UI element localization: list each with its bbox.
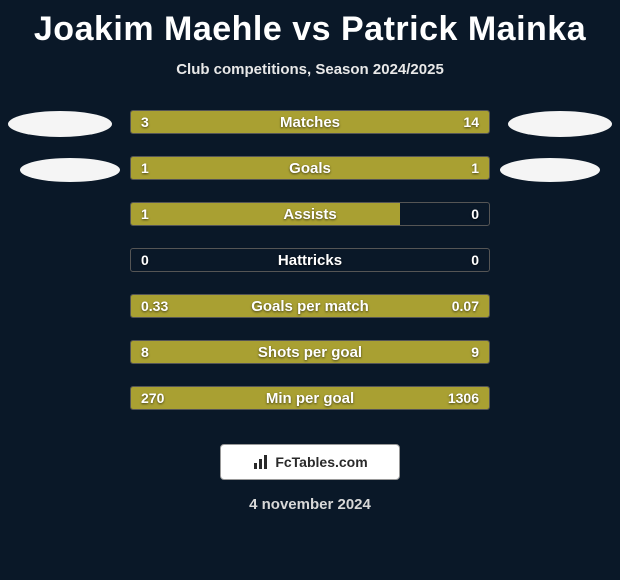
bar-right [310,157,489,179]
date-text: 4 november 2024 [0,496,620,513]
stat-row-assists: 1Assists0 [130,202,490,226]
stat-row-shots-per-goal: 8Shots per goal9 [130,340,490,364]
stat-row-hattricks: 0Hattricks0 [130,248,490,272]
player-ellipse-3 [500,158,600,182]
subtitle: Club competitions, Season 2024/2025 [0,61,620,78]
value-right: 0 [471,252,479,268]
bar-right [426,295,489,317]
page-title: Joakim Maehle vs Patrick Mainka [0,0,620,49]
bar-right [194,111,489,133]
attribution-text: FcTables.com [275,454,367,470]
bar-left [131,111,194,133]
stat-row-goals-per-match: 0.33Goals per match0.07 [130,294,490,318]
bar-left [131,387,192,409]
bar-left [131,203,400,225]
comparison-chart: 3Matches141Goals11Assists00Hattricks00.3… [0,106,620,436]
attribution-badge: FcTables.com [220,444,400,480]
player-ellipse-2 [20,158,120,182]
bar-left [131,295,426,317]
bar-right [192,387,489,409]
value-right: 0 [471,206,479,222]
bar-left [131,341,300,363]
chart-icon [252,453,270,471]
stat-row-goals: 1Goals1 [130,156,490,180]
bar-left [131,157,310,179]
stat-label: Hattricks [131,252,489,269]
value-left: 0 [141,252,149,268]
stat-row-matches: 3Matches14 [130,110,490,134]
bar-right [300,341,489,363]
player-ellipse-1 [508,111,612,137]
stat-row-min-per-goal: 270Min per goal1306 [130,386,490,410]
player-ellipse-0 [8,111,112,137]
